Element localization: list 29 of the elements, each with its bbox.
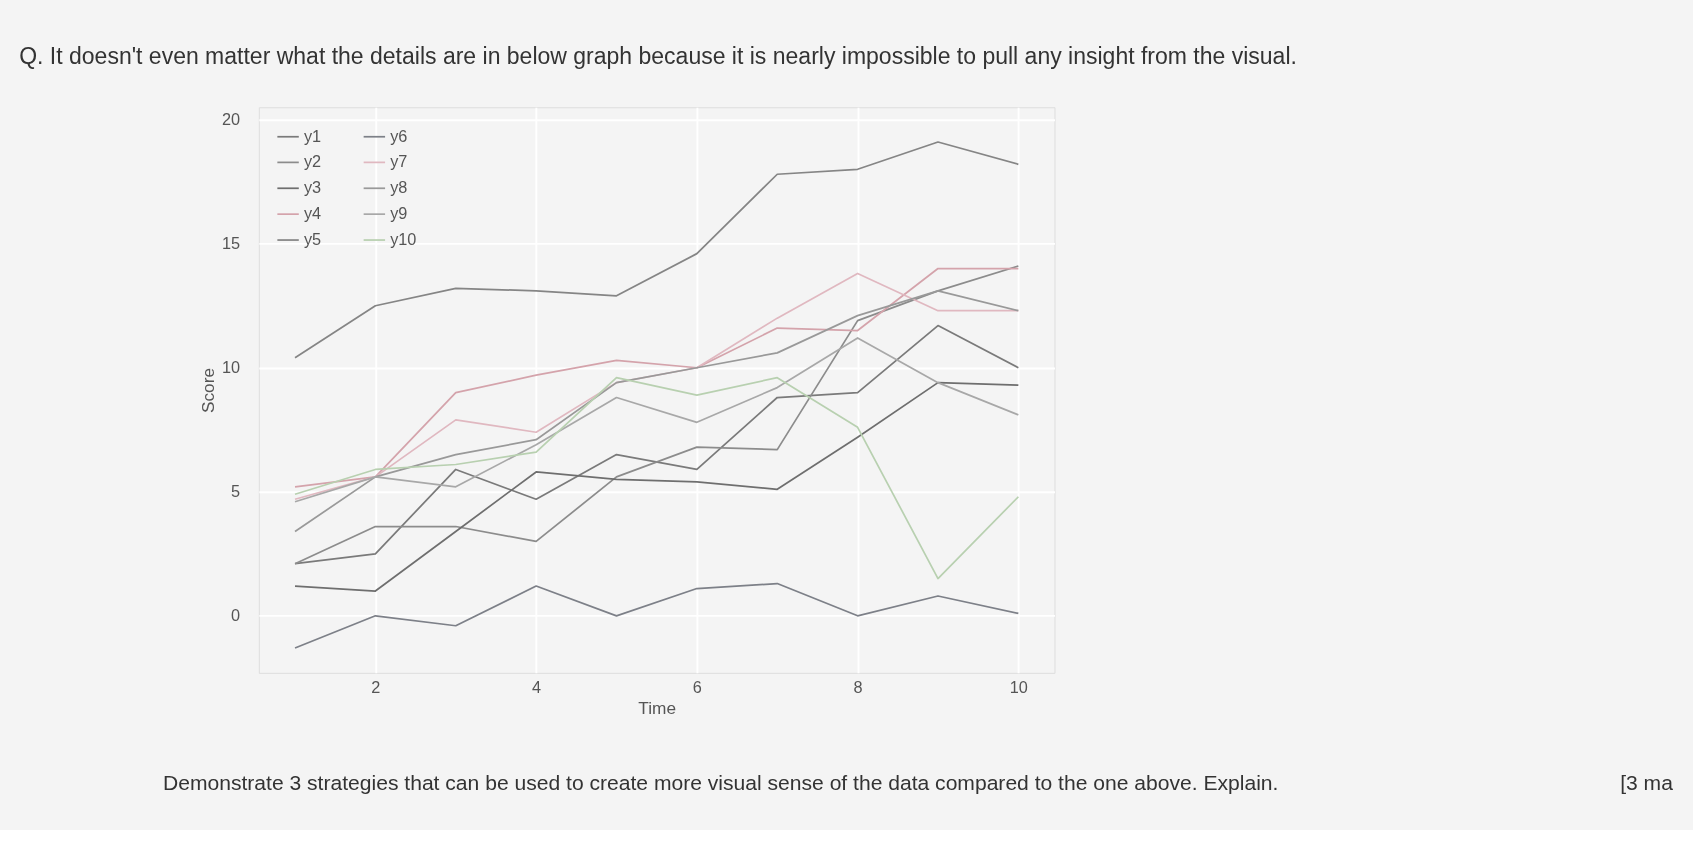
x-tick-label: 6 [692, 678, 702, 697]
line-series [294, 289, 1020, 533]
legend-label: y6 [390, 126, 408, 145]
legend-label: y10 [390, 229, 417, 248]
y-tick-label: 15 [222, 233, 241, 252]
y-tick-label: 20 [222, 109, 241, 128]
line-series [294, 582, 1020, 649]
legend-label: y4 [303, 203, 322, 222]
line-series [294, 337, 1020, 503]
x-tick-label: 2 [371, 678, 381, 697]
legend-label: y5 [303, 229, 322, 248]
chart-title: Q. It doesn't even matter what the details are in below graph because it is nearly impossible to pull any insight from the visual. [19, 43, 1297, 70]
legend-label: y9 [390, 203, 408, 222]
legend-label: y8 [390, 178, 408, 197]
line-series [294, 265, 1020, 565]
legend-label: y3 [303, 178, 322, 197]
y-tick-label: 5 [231, 482, 241, 501]
text: [3 ma [1620, 770, 1674, 794]
x-axis-title: Time [638, 697, 677, 718]
legend-label: y2 [303, 152, 322, 171]
legend-label: y7 [390, 152, 408, 171]
y-tick-label: 10 [222, 358, 241, 377]
y-axis-title: Score [198, 368, 219, 414]
x-tick-label: 4 [532, 678, 542, 697]
x-tick-label: 8 [853, 678, 863, 697]
y-tick-label: 0 [231, 606, 241, 625]
x-tick-label: 10 [1009, 678, 1028, 697]
legend-label: y1 [303, 126, 322, 145]
text: Demonstrate 3 strategies that can be used to create more visual sense of the data compared to the one above. Explain. [162, 770, 1279, 794]
